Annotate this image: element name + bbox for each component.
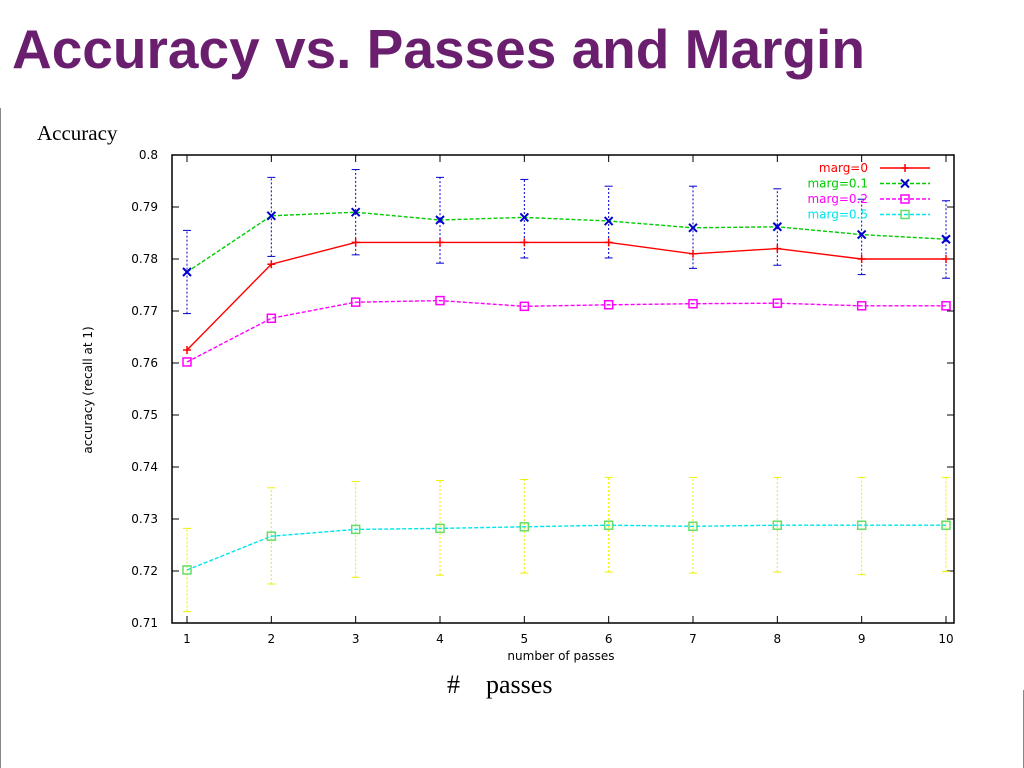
x-tick-label: 8: [774, 632, 782, 646]
y-tick-label: 0.74: [131, 460, 158, 474]
plus-marker: [901, 164, 909, 172]
square-marker: [900, 194, 910, 204]
square-marker: [941, 520, 951, 530]
x-tick-label: 2: [268, 632, 276, 646]
y-tick-label: 0.75: [131, 408, 158, 422]
square-marker: [856, 520, 867, 530]
cross-marker: [688, 223, 698, 233]
square-marker: [688, 521, 698, 532]
cross-marker: [941, 234, 951, 244]
cross-marker: [900, 178, 910, 189]
axes-layer: 0.71 0.72 0.73 0.74 0.75 0.76 0.77 0.78 0.79 0.8 1…: [131, 148, 954, 663]
plus-marker: [942, 255, 950, 263]
y-tick-label: 0.73: [131, 512, 158, 526]
plus-marker: [183, 346, 191, 354]
square-marker: [435, 295, 445, 306]
y-tick-label: 0.77: [131, 304, 158, 318]
x-tick-label: 4: [436, 632, 444, 646]
x-tick-label: 5: [521, 632, 529, 646]
square-marker: [266, 313, 277, 324]
plus-marker: [436, 238, 444, 247]
y-tick-label: 0.78: [131, 252, 158, 266]
square-marker: [941, 301, 951, 311]
series-layer: [182, 207, 951, 575]
square-marker: [266, 531, 277, 541]
cross-marker: [856, 229, 867, 240]
plus-marker: [604, 238, 613, 247]
plus-marker: [773, 244, 782, 253]
legend-label: marg=0.5: [807, 208, 868, 222]
cross-marker: [182, 267, 192, 277]
x-tick-label: 3: [352, 632, 360, 646]
plus-marker: [520, 238, 529, 247]
y-tick-label: 0.79: [131, 200, 158, 214]
accuracy-label: Accuracy: [37, 121, 118, 145]
square-marker: [350, 297, 361, 307]
cross-marker: [603, 216, 614, 226]
square-marker: [350, 524, 361, 535]
square-marker: [688, 298, 698, 309]
x-tick-label: 10: [938, 632, 953, 646]
x-tick-label: 9: [858, 632, 866, 646]
plus-marker: [857, 255, 866, 263]
legend-label: marg=0.1: [807, 177, 868, 191]
square-marker: [856, 301, 867, 311]
square-marker: [519, 301, 530, 312]
slide-title: Accuracy vs. Passes and Margin: [12, 18, 865, 80]
square-marker: [603, 520, 614, 530]
x-tick-label: 6: [605, 632, 613, 646]
x-tick-label: 1: [183, 632, 191, 646]
square-marker: [900, 209, 910, 220]
x-tick-label: 7: [689, 632, 697, 646]
legend-label: marg=0: [819, 161, 868, 175]
series-line: [186, 524, 946, 571]
plus-marker: [351, 238, 360, 247]
y-tick-label: 0.76: [131, 356, 158, 370]
square-marker: [603, 300, 614, 310]
series-line: [186, 211, 947, 273]
square-marker: [519, 522, 530, 532]
legend-label: marg=0.2: [807, 192, 868, 206]
square-marker: [182, 565, 192, 575]
cross-marker: [772, 222, 783, 232]
x-axis-title: number of passes: [507, 649, 614, 663]
square-marker: [772, 520, 783, 530]
plus-marker: [267, 260, 276, 269]
cross-marker: [435, 215, 445, 225]
y-tick-label: 0.8: [139, 148, 158, 162]
plus-marker: [689, 249, 697, 258]
y-axis-title: accuracy (recall at 1): [81, 326, 95, 453]
series-line: [186, 241, 946, 351]
plot-area: [171, 154, 955, 624]
y-tick-label: 0.72: [131, 564, 158, 578]
cross-marker: [519, 212, 530, 223]
x-axis-caption: # passes: [447, 670, 553, 699]
series-line: [186, 299, 946, 363]
square-marker: [182, 357, 192, 367]
cross-marker: [266, 211, 277, 221]
square-marker: [435, 523, 445, 534]
slide-frame-left-border: [0, 108, 1, 768]
cross-marker: [350, 207, 361, 217]
square-marker: [772, 298, 783, 308]
y-tick-label: 0.71: [131, 616, 158, 630]
